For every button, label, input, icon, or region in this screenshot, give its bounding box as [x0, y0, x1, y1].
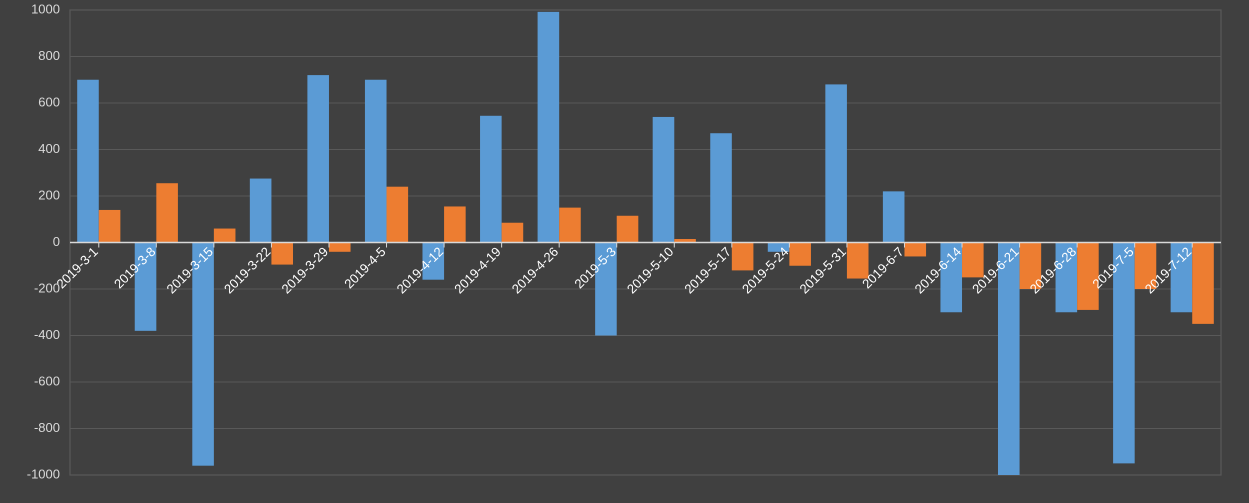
bar-Series1	[365, 80, 387, 243]
bar-Series1	[1113, 243, 1135, 464]
bar-Series2	[99, 210, 121, 243]
y-tick-label: 600	[38, 94, 60, 109]
bar-Series2	[214, 229, 236, 243]
chart-svg: -1000-800-600-400-2000200400600800100020…	[0, 0, 1249, 503]
bar-Series1	[710, 133, 732, 242]
y-tick-label: 400	[38, 141, 60, 156]
bar-Series1	[250, 179, 272, 243]
bar-chart: -1000-800-600-400-2000200400600800100020…	[0, 0, 1249, 503]
bar-Series2	[559, 208, 581, 243]
bar-Series2	[789, 243, 811, 266]
bar-Series2	[617, 216, 639, 243]
y-tick-label: 1000	[31, 1, 60, 16]
bar-Series1	[192, 243, 214, 466]
bar-Series2	[329, 243, 351, 252]
bar-Series2	[156, 183, 178, 242]
bar-Series1	[653, 117, 675, 243]
bar-Series1	[77, 80, 99, 243]
bar-Series1	[538, 12, 560, 243]
y-tick-label: -1000	[27, 466, 60, 481]
bar-Series1	[883, 191, 905, 242]
y-tick-label: 200	[38, 187, 60, 202]
y-tick-label: -800	[34, 420, 60, 435]
bar-Series1	[825, 84, 847, 242]
y-tick-label: 0	[53, 234, 60, 249]
bar-Series2	[1192, 243, 1214, 324]
bar-Series2	[502, 223, 524, 243]
bar-Series2	[387, 187, 409, 243]
y-tick-label: -600	[34, 373, 60, 388]
bar-Series2	[904, 243, 926, 257]
bar-Series1	[998, 243, 1020, 476]
bar-Series2	[732, 243, 754, 271]
bar-Series2	[444, 206, 466, 242]
bar-Series1	[307, 75, 329, 242]
bar-Series1	[480, 116, 502, 243]
bar-Series2	[962, 243, 984, 278]
bar-Series2	[271, 243, 293, 265]
bar-Series2	[847, 243, 869, 279]
y-tick-label: -400	[34, 327, 60, 342]
y-tick-label: 800	[38, 48, 60, 63]
